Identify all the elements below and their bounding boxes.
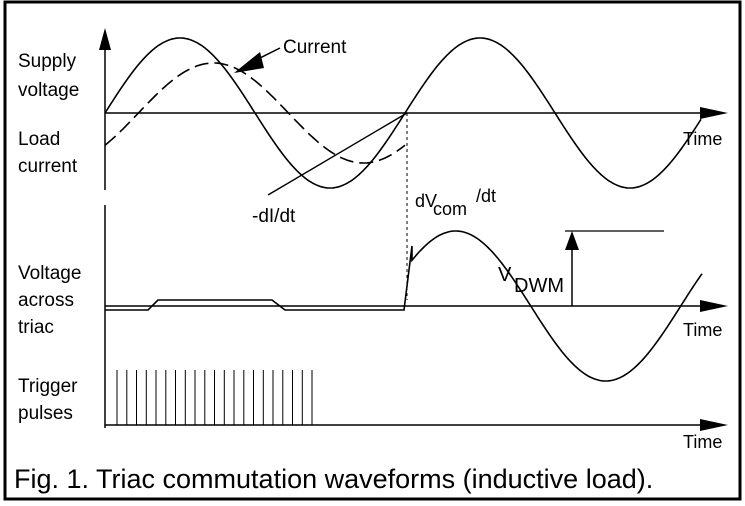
trigger-pulses-group — [116, 370, 313, 425]
trigger-time-arrowhead — [700, 419, 728, 431]
trigger-pulses-label-2: pulses — [18, 403, 73, 424]
time-label-trigger: Time — [683, 432, 722, 452]
vdwm-annotation: V DWM — [498, 264, 564, 297]
vdwm-subscript: DWM — [514, 275, 564, 297]
voltage-across-triac-label-2: across — [18, 290, 74, 311]
di-dt-slope-line — [267, 112, 408, 196]
di-dt-annotation: -dI/dt — [252, 206, 296, 227]
trigger-pulses-label-1: Trigger — [18, 376, 78, 397]
supply-voltage-label-2: voltage — [18, 80, 79, 101]
time-label-triac: Time — [683, 320, 722, 340]
load-current-label-2: current — [18, 156, 78, 177]
load-current-wave — [104, 62, 406, 164]
dv-main: dV — [415, 191, 437, 211]
current-pointer-arrowhead — [234, 52, 264, 73]
vdwm-main: V — [498, 264, 512, 286]
triac-voltage-wave — [105, 230, 703, 382]
supply-time-arrowhead — [700, 107, 728, 119]
dv-tail: /dt — [476, 186, 496, 206]
figure-frame — [3, 0, 742, 501]
vdwm-arrowhead — [565, 231, 579, 250]
voltage-across-triac-label-3: triac — [18, 317, 54, 338]
time-label-supply: Time — [683, 129, 722, 149]
voltage-across-triac-label-1: Voltage — [18, 263, 81, 284]
upper-axis-arrowhead — [99, 28, 111, 50]
load-current-label-1: Load — [18, 129, 60, 150]
supply-voltage-label-1: Supply — [18, 51, 77, 72]
triac-time-arrowhead — [700, 300, 728, 312]
dv-com-dt-annotation: dVcom/dt — [415, 186, 496, 219]
dv-subscript: com — [433, 199, 467, 219]
current-annotation: Current — [283, 37, 347, 58]
figure-caption: Fig. 1. Triac commutation waveforms (ind… — [14, 464, 653, 494]
